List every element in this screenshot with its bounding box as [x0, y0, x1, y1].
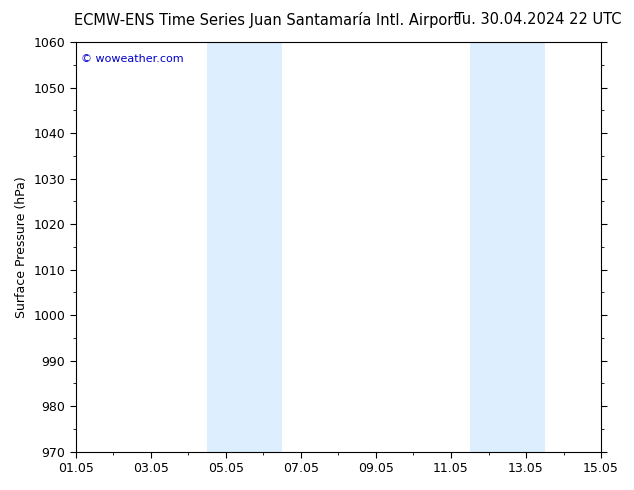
Bar: [207, 42, 282, 452]
Text: Tu. 30.04.2024 22 UTC: Tu. 30.04.2024 22 UTC: [455, 12, 621, 27]
Text: © woweather.com: © woweather.com: [81, 54, 184, 64]
Y-axis label: Surface Pressure (hPa): Surface Pressure (hPa): [15, 176, 28, 318]
Text: ECMW-ENS Time Series Juan Santamaría Intl. Airport: ECMW-ENS Time Series Juan Santamaría Int…: [74, 12, 459, 28]
Bar: [470, 42, 545, 452]
